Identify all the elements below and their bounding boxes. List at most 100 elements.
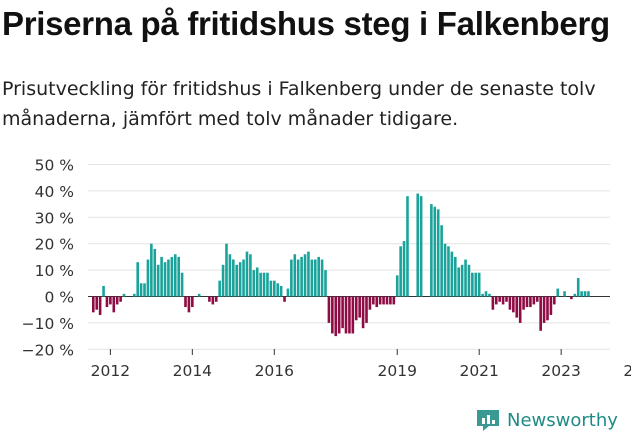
bar xyxy=(532,296,536,305)
bar xyxy=(273,280,276,297)
bar xyxy=(498,296,501,302)
bar xyxy=(372,296,375,305)
bar xyxy=(150,243,153,297)
bar xyxy=(184,296,187,308)
bar xyxy=(436,209,440,297)
bar xyxy=(95,296,99,310)
bar xyxy=(279,285,283,297)
bar xyxy=(358,296,361,318)
y-tick-label: 30 % xyxy=(35,209,74,227)
bar xyxy=(522,296,525,310)
bar xyxy=(139,283,143,297)
y-tick-label: 0 % xyxy=(44,289,74,307)
bar xyxy=(563,291,566,297)
bar xyxy=(351,296,355,334)
bar xyxy=(153,248,157,297)
bar xyxy=(549,296,553,315)
bar xyxy=(173,254,177,297)
bar xyxy=(115,296,119,305)
bar xyxy=(109,296,112,305)
bar xyxy=(402,241,406,297)
y-tick-label: 40 % xyxy=(35,183,74,201)
bar xyxy=(266,272,269,297)
bar xyxy=(433,206,437,297)
bar xyxy=(290,259,293,297)
brand-name: Newsworthy xyxy=(507,409,618,431)
bar xyxy=(368,296,372,310)
bar xyxy=(477,272,481,297)
bar xyxy=(177,256,180,297)
x-tick-label: 2025 xyxy=(623,362,631,380)
bar xyxy=(399,246,402,297)
bar xyxy=(143,283,146,297)
bar xyxy=(460,264,464,297)
bar xyxy=(443,243,447,297)
bar xyxy=(450,251,454,297)
bar xyxy=(508,296,512,310)
bar xyxy=(232,259,235,297)
bar xyxy=(467,264,471,297)
bar xyxy=(167,259,170,297)
bar xyxy=(334,296,338,337)
bar xyxy=(296,259,300,297)
bar xyxy=(214,296,218,302)
bar xyxy=(354,296,358,321)
bar xyxy=(361,296,365,329)
bar xyxy=(269,280,273,297)
bar xyxy=(211,296,215,305)
bar xyxy=(317,256,320,297)
bar xyxy=(453,256,457,297)
bar xyxy=(375,296,379,308)
bar xyxy=(406,196,409,297)
bar xyxy=(252,270,256,297)
bar xyxy=(344,296,348,334)
bar xyxy=(419,196,423,297)
x-tick-label: 2012 xyxy=(91,362,130,380)
bar xyxy=(160,256,163,297)
bar xyxy=(163,262,167,297)
bar xyxy=(341,296,344,329)
bar xyxy=(484,291,488,297)
bar xyxy=(235,264,239,297)
bar xyxy=(535,296,539,302)
bar xyxy=(320,259,324,297)
bar xyxy=(395,275,399,297)
page-title: Priserna på fritidshus steg i Falkenberg xyxy=(2,5,610,42)
bar xyxy=(218,280,221,297)
bar xyxy=(416,193,420,297)
brand-logo: Newsworthy xyxy=(475,408,618,432)
bar xyxy=(122,293,126,297)
bar xyxy=(392,296,396,305)
bar xyxy=(105,296,109,308)
bar xyxy=(238,262,242,297)
bar xyxy=(576,278,580,297)
bar xyxy=(481,293,484,297)
bar xyxy=(249,254,252,297)
bar xyxy=(208,296,211,302)
x-tick-label: 2019 xyxy=(378,362,417,380)
bar xyxy=(293,254,297,297)
bar xyxy=(303,254,307,297)
bar xyxy=(313,259,317,297)
bar xyxy=(112,296,116,313)
bar xyxy=(471,272,474,297)
bar xyxy=(259,272,262,297)
bar xyxy=(389,296,392,305)
bar xyxy=(573,293,577,297)
bar xyxy=(491,296,495,310)
bar xyxy=(221,264,225,297)
bar xyxy=(385,296,389,305)
bar xyxy=(92,296,95,313)
x-tick-label: 2014 xyxy=(173,362,212,380)
bar xyxy=(529,296,532,308)
y-axis: −20 % −10 % 0 % 10 % 20 % 30 % 40 % 50 % xyxy=(22,157,74,360)
bar xyxy=(136,262,139,297)
bar xyxy=(553,296,556,305)
bar xyxy=(546,296,549,321)
bar xyxy=(378,296,382,305)
y-tick-label: 20 % xyxy=(35,236,74,254)
bar xyxy=(262,272,266,297)
bar xyxy=(515,296,519,318)
bar xyxy=(146,259,150,297)
x-axis: 2012 2014 2016 2019 2021 2023 2025 xyxy=(91,349,631,380)
